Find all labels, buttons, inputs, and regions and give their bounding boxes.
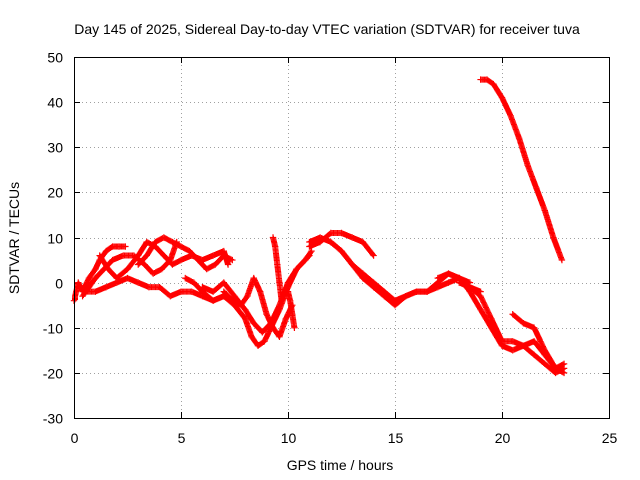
series-track-h xyxy=(220,274,296,340)
data-track-markers xyxy=(510,312,566,371)
data-track-markers xyxy=(221,276,295,339)
y-tick-label: 0 xyxy=(55,276,63,292)
data-track-markers xyxy=(285,289,298,330)
x-tick-label: 15 xyxy=(388,430,404,446)
y-tick-label: 40 xyxy=(47,95,63,111)
y-tick-label: 30 xyxy=(47,140,63,156)
series-track-e xyxy=(135,234,236,273)
x-tick-label: 5 xyxy=(178,430,186,446)
series-track-i xyxy=(269,234,285,304)
axis-ticks: 0 5 10 15 20 25 -30 -20 -10 0 10 20 30 40 50 xyxy=(43,50,618,447)
data-track-markers xyxy=(478,76,565,262)
series-track-j xyxy=(284,288,298,331)
series-track-p xyxy=(509,311,568,372)
x-tick-label: 10 xyxy=(281,430,297,446)
plot-frame xyxy=(74,57,610,419)
y-tick-label: -30 xyxy=(43,411,63,427)
series-track-g xyxy=(199,252,313,336)
series-track-m xyxy=(327,238,484,304)
y-tick-label: 50 xyxy=(47,50,63,66)
x-axis-label: GPS time / hours xyxy=(287,457,394,473)
x-tick-label: 20 xyxy=(495,430,511,446)
chart-title: Day 145 of 2025, Sidereal Day-to-day VTE… xyxy=(74,21,580,37)
series-track-q xyxy=(477,76,566,264)
data-series xyxy=(70,76,568,377)
y-tick-label: 10 xyxy=(47,231,63,247)
series-track-c xyxy=(96,238,232,282)
grid xyxy=(74,57,609,418)
y-axis-label: SDTVAR / TECUs xyxy=(6,182,22,294)
y-tick-label: -10 xyxy=(43,321,63,337)
x-tick-label: 25 xyxy=(602,430,618,446)
y-tick-label: 20 xyxy=(47,185,63,201)
data-track-markers xyxy=(270,235,285,303)
y-tick-label: -20 xyxy=(43,366,63,382)
data-track-markers xyxy=(136,235,235,272)
x-tick-label: 0 xyxy=(71,430,79,446)
